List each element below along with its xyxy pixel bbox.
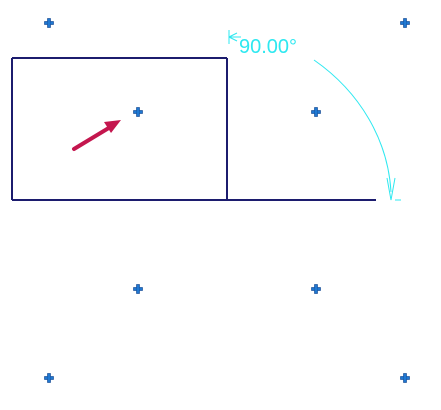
dimension-text[interactable]: 90.00° <box>239 36 297 58</box>
dimension-arc[interactable] <box>313 59 392 193</box>
grip-corner-bottom-left[interactable] <box>44 373 54 383</box>
move-arrow-icon <box>72 120 121 151</box>
grip-bottom-left-mid[interactable] <box>133 284 143 294</box>
grip-corner-bottom-right[interactable] <box>400 373 410 383</box>
grip-corner-top-left[interactable] <box>44 18 54 28</box>
grip-bottom-right-mid[interactable] <box>311 284 321 294</box>
angular-dimension[interactable]: 90.00° <box>228 30 401 201</box>
grips-layer <box>44 18 410 383</box>
dimension-extension-icon <box>228 30 241 44</box>
grip-right-center[interactable] <box>311 107 321 117</box>
grip-rect-center[interactable] <box>133 107 143 117</box>
rectangle-object[interactable] <box>11 57 376 201</box>
grip-corner-top-right[interactable] <box>400 18 410 28</box>
dimension-arrowhead-icon <box>386 177 396 201</box>
